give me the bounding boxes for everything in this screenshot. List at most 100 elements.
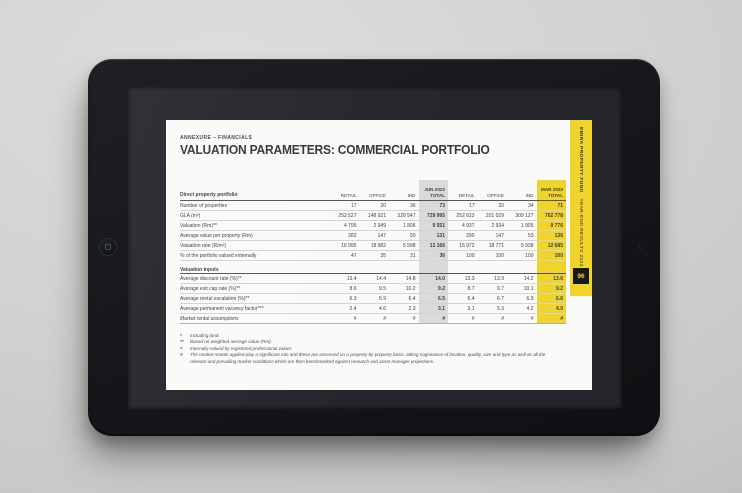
column-header: OFFICE bbox=[359, 180, 389, 202]
table-cell bbox=[330, 260, 360, 275]
table-cell: 5 938 bbox=[507, 240, 537, 252]
table-cell: 100 bbox=[536, 250, 566, 262]
table-cell: 36 bbox=[418, 250, 448, 262]
table-cell bbox=[507, 260, 537, 275]
home-button[interactable] bbox=[99, 238, 117, 256]
column-header: OFFICE bbox=[477, 180, 507, 202]
table-cell: 13 166 bbox=[418, 240, 448, 252]
table-cell: 131 bbox=[418, 230, 448, 242]
row-label: Average exit cap rate (%)** bbox=[180, 283, 330, 295]
table-cell: 10.1 bbox=[507, 283, 537, 295]
table-cell: 762 778 bbox=[536, 210, 566, 222]
table-cell: 9 776 bbox=[536, 220, 566, 232]
column-header: IND bbox=[389, 180, 419, 202]
table-cell: 6.3 bbox=[330, 293, 360, 305]
row-label: GLA (m²) bbox=[180, 210, 330, 222]
table-cell: 9.7 bbox=[477, 283, 507, 295]
table-cell: 1 905 bbox=[507, 220, 537, 232]
table-cell: 34 bbox=[507, 200, 537, 212]
table-cell: 3.1 bbox=[448, 303, 478, 315]
table-row: Number of properties 17 20 36 73 17 20 34 71 bbox=[180, 200, 566, 212]
row-label: Average value per property (Rm) bbox=[180, 230, 330, 242]
table-row: % of the portfolio valued externally 47 35… bbox=[180, 250, 566, 262]
table-cell: # bbox=[536, 313, 566, 325]
table-cell: 6.9 bbox=[507, 293, 537, 305]
table-cell: 6.4 bbox=[448, 293, 478, 305]
table-cell: 4.6 bbox=[359, 303, 389, 315]
table-cell: 729 995 bbox=[418, 210, 448, 222]
row-label: Valuation (Rm)*^ bbox=[180, 220, 330, 232]
footnote: * Including land. bbox=[180, 333, 562, 339]
row-label: Average discount rate (%)** bbox=[180, 273, 330, 285]
footnote: ^ Internally valued by registered profess… bbox=[180, 346, 562, 352]
table-corner-label: Direct property portfolio bbox=[180, 180, 330, 202]
footnote-text: Based on weighted average value (Rm). bbox=[190, 339, 272, 345]
table-cell: 6.6 bbox=[536, 293, 566, 305]
table-row: Average value per property (Rm) 282 147 50 1… bbox=[180, 230, 566, 242]
camera-icon bbox=[639, 245, 643, 249]
table-cell bbox=[536, 260, 566, 275]
table-cell: 12 685 bbox=[536, 240, 566, 252]
table-row: GLA (m²) 252 527 148 921 328 547 729 995 252 … bbox=[180, 210, 566, 222]
table-row: Average rental escalation (%)** 6.3 6.9 6.4… bbox=[180, 293, 566, 305]
table-cell: 9.5 bbox=[359, 283, 389, 295]
footnote-symbol: * bbox=[180, 333, 182, 338]
row-label: Market rental assumptions bbox=[180, 313, 330, 325]
table-cell: 3.1 bbox=[418, 303, 448, 315]
table-cell: 18 982 bbox=[359, 240, 389, 252]
section-label: Valuation inputs bbox=[180, 260, 330, 275]
table-cell: 73 bbox=[418, 200, 448, 212]
table-cell: 17 bbox=[448, 200, 478, 212]
page-number-badge: 96 bbox=[573, 268, 589, 284]
table-cell: 2 934 bbox=[477, 220, 507, 232]
report-title: YEAR-END RESULTS 2023 bbox=[578, 198, 584, 267]
row-label: Valuation rate (R/m²) bbox=[180, 240, 330, 252]
table-cell: 100 bbox=[507, 250, 537, 262]
table-cell: 328 547 bbox=[389, 210, 419, 222]
valuation-table: Direct property portfolio RETAIL OFFICE IND… bbox=[180, 180, 566, 325]
table-cell: 71 bbox=[536, 200, 566, 212]
footnote-text: Internally valued by registered professi… bbox=[190, 345, 293, 351]
table-cell: 6.4 bbox=[389, 293, 419, 305]
table-cell: # bbox=[477, 313, 507, 325]
table-cell: 14.8 bbox=[389, 273, 419, 285]
row-label: Number of properties bbox=[180, 200, 330, 212]
table-cell: 14.4 bbox=[359, 273, 389, 285]
table-cell bbox=[359, 260, 389, 275]
table-cell: # bbox=[418, 313, 448, 325]
table-cell: 252 527 bbox=[330, 210, 360, 222]
table-cell: 35 bbox=[359, 250, 389, 262]
brand-name: EMIRA PROPERTY FUND bbox=[578, 127, 584, 193]
table-cell: # bbox=[330, 313, 360, 325]
table-cell bbox=[418, 260, 448, 275]
table-cell bbox=[448, 260, 478, 275]
brand-side-tab: EMIRA PROPERTY FUND YEAR-END RESULTS 202… bbox=[570, 120, 592, 296]
table-cell: 4.0 bbox=[536, 303, 566, 315]
table-cell: 309 127 bbox=[507, 210, 537, 222]
footnotes: * Including land. ** Based on weighted aver… bbox=[180, 333, 562, 365]
table-cell: 16 972 bbox=[448, 240, 478, 252]
section-header-row: Valuation inputs bbox=[180, 260, 566, 275]
table-cell: # bbox=[359, 313, 389, 325]
footnote: # The market rentals applied play a signi… bbox=[180, 352, 562, 365]
table-cell: 201 029 bbox=[477, 210, 507, 222]
table-cell: 136 bbox=[536, 230, 566, 242]
table-cell: 2 949 bbox=[359, 220, 389, 232]
table-cell: 36 bbox=[389, 200, 419, 212]
table-cell: 290 bbox=[448, 230, 478, 242]
column-header: IND bbox=[507, 180, 537, 202]
tablet-device: ANNEXURE – FINANCIALS VALUATION PARAMETE… bbox=[88, 59, 660, 436]
row-label: Average permanent vacancy factor^** bbox=[180, 303, 330, 315]
table-cell: 5.3 bbox=[477, 303, 507, 315]
breadcrumb: ANNEXURE – FINANCIALS bbox=[180, 135, 253, 141]
table-cell: 6.7 bbox=[477, 293, 507, 305]
table-cell: 100 bbox=[448, 250, 478, 262]
table-cell: 13.4 bbox=[330, 273, 360, 285]
table-cell: 14.0 bbox=[418, 273, 448, 285]
side-tab-text: EMIRA PROPERTY FUND YEAR-END RESULTS 202… bbox=[570, 120, 592, 290]
table-row: Market rental assumptions # # # # # # # # bbox=[180, 313, 566, 325]
footnote-symbol: # bbox=[180, 352, 183, 358]
footnote-text: The market rentals applied play a signif… bbox=[190, 352, 546, 364]
table-row: Valuation (Rm)*^ 4 795 2 949 1 806 9 551 4 93… bbox=[180, 220, 566, 232]
